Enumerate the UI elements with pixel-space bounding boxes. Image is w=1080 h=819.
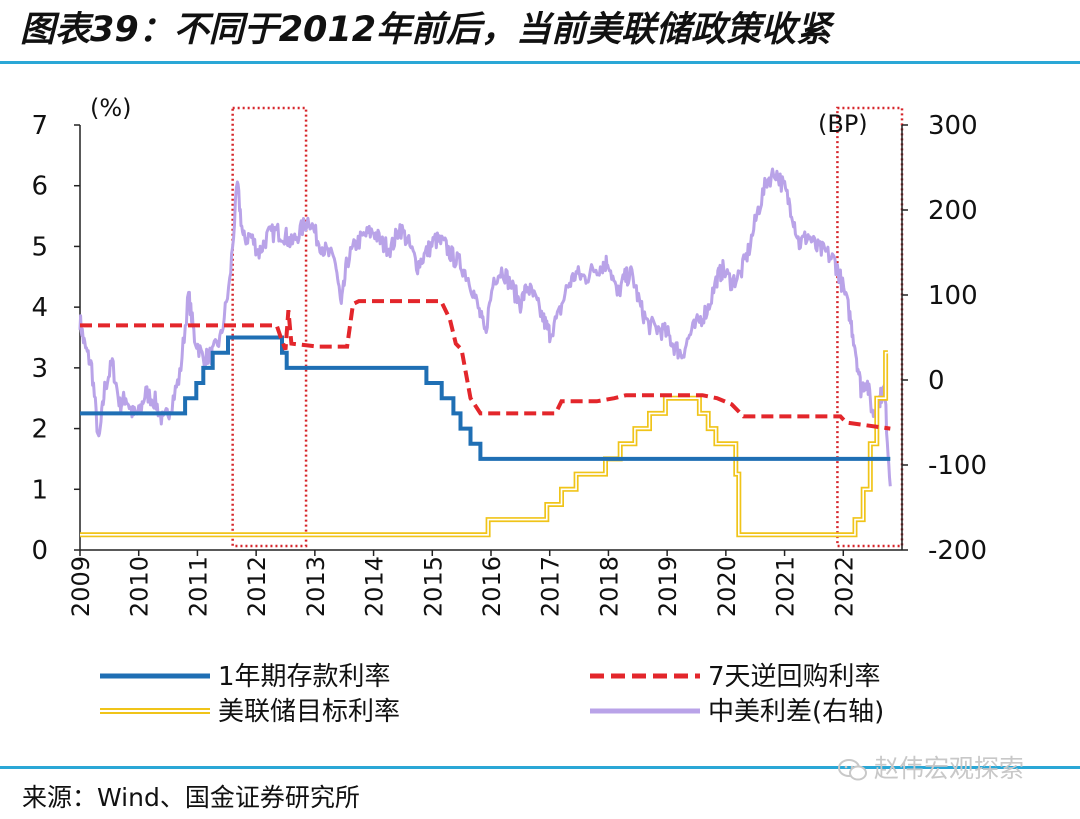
left-tick-label: 3 — [31, 354, 48, 384]
source-note: 来源：Wind、国金证券研究所 — [22, 783, 360, 812]
legend-item-3: 美联储目标利率 — [100, 697, 400, 727]
wechat-icon — [838, 759, 867, 781]
x-tick-label: 2012 — [243, 556, 271, 617]
legend-item-2: 7天逆回购利率 — [590, 662, 881, 692]
left-tick-label: 4 — [31, 293, 48, 323]
left-axis-unit: (%) — [90, 94, 132, 122]
axes: 0 1 2 3 4 5 6 7 (%) -200 -100 0 100 200 300 (BP) 2009 201… — [31, 94, 987, 617]
legend-label: 美联储目标利率 — [218, 697, 400, 727]
left-tick-label: 6 — [31, 172, 48, 202]
right-tick-label: -100 — [928, 451, 987, 481]
series-line-inner — [80, 351, 888, 536]
left-tick-label: 0 — [31, 536, 48, 566]
legend-label: 中美利差(右轴) — [708, 697, 884, 727]
series-line-outer — [80, 350, 889, 538]
x-tick-label: 2021 — [772, 556, 800, 617]
x-tick-label: 2011 — [184, 556, 212, 617]
series-3 — [80, 350, 889, 538]
legend-label: 7天逆回购利率 — [708, 662, 881, 692]
right-tick-label: -200 — [928, 536, 987, 566]
x-tick-label: 2019 — [654, 556, 682, 617]
right-tick-label: 0 — [928, 366, 945, 396]
watermark-text: 赵伟宏观探索 — [874, 754, 1025, 783]
watermark: 赵伟宏观探索 — [838, 752, 1024, 786]
series-1 — [80, 335, 891, 461]
legend-label: 1年期存款利率 — [218, 662, 391, 692]
x-tick-label: 2015 — [419, 556, 447, 617]
x-tick-label: 2022 — [830, 556, 858, 617]
title-underline — [0, 61, 1080, 64]
right-axis-unit: (BP) — [818, 110, 868, 138]
x-tick-label: 2014 — [361, 556, 389, 617]
left-tick-label: 1 — [31, 475, 48, 505]
footer-rule — [0, 766, 1080, 769]
right-tick-label: 200 — [928, 196, 978, 226]
right-tick-label: 300 — [928, 111, 978, 141]
series-line — [78, 167, 892, 487]
x-tick-label: 2009 — [67, 556, 95, 617]
x-tick-label: 2018 — [595, 556, 623, 617]
legend-item-4: 中美利差(右轴) — [590, 697, 884, 727]
series-2 — [80, 299, 891, 431]
left-tick-label: 2 — [31, 415, 48, 445]
highlight-box-2 — [836, 106, 904, 548]
x-tick-label: 2017 — [537, 556, 565, 617]
x-tick-label: 2016 — [478, 556, 506, 617]
series-lines — [78, 167, 892, 538]
highlight-box-1 — [231, 106, 308, 548]
series-line — [80, 299, 891, 431]
right-tick-label: 100 — [928, 281, 978, 311]
x-tick-label: 2020 — [713, 556, 741, 617]
highlight-boxes — [231, 106, 904, 548]
legend-item-1: 1年期存款利率 — [100, 662, 391, 692]
left-tick-label: 5 — [31, 232, 48, 262]
chart-title: 图表39：不同于2012年前后，当前美联储政策收紧 — [20, 10, 832, 50]
series-line — [80, 335, 891, 461]
x-tick-label: 2013 — [302, 556, 330, 617]
x-tick-label: 2010 — [126, 556, 154, 617]
series-4 — [78, 167, 892, 487]
left-tick-label: 7 — [31, 111, 48, 141]
